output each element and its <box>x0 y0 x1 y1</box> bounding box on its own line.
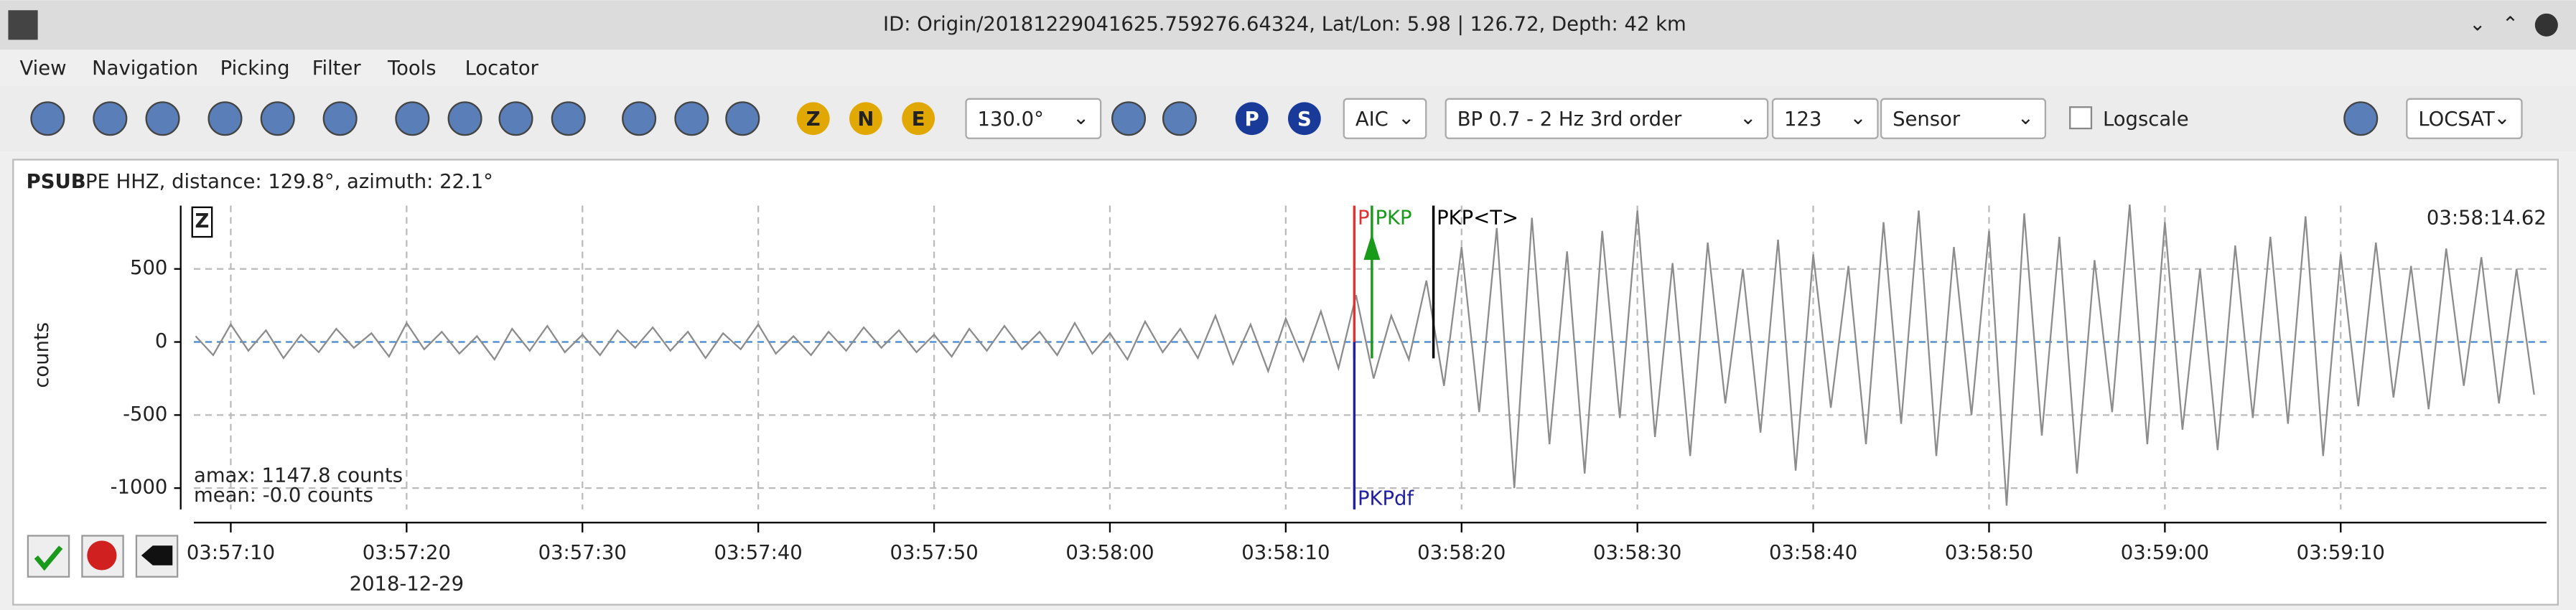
component: Z <box>195 210 210 233</box>
tool-button[interactable] <box>498 101 533 136</box>
picker-box[interactable] <box>1343 98 1427 139</box>
phase-label: S <box>1297 108 1312 131</box>
component-label: E <box>912 108 925 131</box>
cursor-time: 03:58:14.62 <box>2427 207 2547 229</box>
pick-label: PKP<T> <box>1437 207 1518 229</box>
filter-arrow: ⌄ <box>1740 107 1756 129</box>
y-tick-label: 500 <box>130 257 167 279</box>
menu-item[interactable]: Locator <box>465 57 539 80</box>
minimize[interactable]: ⌄ <box>2469 13 2486 35</box>
y-axis-label: counts <box>31 322 53 388</box>
component-button[interactable] <box>849 102 882 136</box>
angle: 130.0° <box>978 108 1044 131</box>
accept-icon <box>34 545 63 571</box>
stream-arrow: ⌄ <box>1850 107 1867 129</box>
tool-button[interactable] <box>674 101 709 136</box>
phase-button[interactable] <box>1288 102 1321 136</box>
logscale-checkbox[interactable] <box>2069 106 2093 130</box>
pick-label: PKP <box>1375 207 1411 229</box>
menu-item[interactable]: Tools <box>387 57 437 80</box>
x-tick-label: 03:57:20 <box>363 542 451 564</box>
tool-button[interactable] <box>93 101 128 136</box>
x-tick-label: 03:57:40 <box>714 542 803 564</box>
menu-item[interactable]: Navigation <box>92 57 198 80</box>
angle-arrow: ⌄ <box>1073 107 1089 129</box>
x-tick-label: 03:57:50 <box>890 542 978 564</box>
amax: amax: 1147.8 counts <box>194 465 403 487</box>
date-label: 2018-12-29 <box>350 573 464 596</box>
tool-button[interactable] <box>395 101 430 136</box>
component-button[interactable] <box>902 102 935 136</box>
component-label: Z <box>806 108 821 131</box>
menu-bar: View Navigation Picking Filter Tools Locator <box>19 57 538 80</box>
angle-box[interactable] <box>965 98 1102 139</box>
component-label: N <box>857 108 874 131</box>
x-tick-label: 03:58:00 <box>1065 542 1154 564</box>
x-tick-label: 03:58:10 <box>1241 542 1330 564</box>
locator: LOCSAT <box>2418 108 2495 131</box>
unit-arrow: ⌄ <box>2017 107 2034 129</box>
locator-arrow: ⌄ <box>2494 107 2511 129</box>
phase-label: P <box>1245 108 1259 131</box>
filter: BP 0.7 - 2 Hz 3rd order <box>1457 108 1682 131</box>
phase-button[interactable] <box>1235 102 1269 136</box>
app-icon <box>8 10 38 40</box>
y-tick-label: -500 <box>123 403 167 426</box>
menu-item[interactable]: Filter <box>312 57 362 80</box>
x-tick-label: 03:58:20 <box>1417 542 1506 564</box>
x-tick-label: 03:57:30 <box>538 542 627 564</box>
tool-button[interactable] <box>260 101 295 136</box>
component-box <box>191 206 213 238</box>
stream-box[interactable] <box>1771 98 1879 139</box>
trace-info: PE HHZ, distance: 129.8°, azimuth: 22.1° <box>85 171 493 193</box>
picker: AIC <box>1355 108 1389 131</box>
unit-box[interactable] <box>1880 98 2047 139</box>
x-tick-label: 03:57:10 <box>187 542 275 564</box>
mean: mean: -0.0 counts <box>194 484 373 507</box>
x-tick-label: 03:59:00 <box>2121 542 2209 564</box>
x-tick-label: 03:58:30 <box>1593 542 1681 564</box>
plot: 500 0 -500 -1000 03:57:10 03:57:20 03:57:30 03:… <box>31 205 2547 596</box>
pick-label: P <box>1358 207 1370 229</box>
station: PSUB <box>27 171 86 193</box>
tool-button[interactable] <box>30 101 65 136</box>
x-tick-label: 03:58:50 <box>1945 542 2033 564</box>
filter-box[interactable] <box>1445 98 1769 139</box>
window-title: ID: Origin/20181229041625.759276.64324, … <box>883 13 1686 35</box>
pick-arrow <box>1363 233 1381 261</box>
y-tick-label: -1000 <box>111 477 168 499</box>
reject-icon <box>87 540 117 571</box>
waveform <box>195 205 2535 506</box>
pick-label: PKPdf <box>1358 488 1415 510</box>
tool-button[interactable] <box>1162 101 1198 136</box>
unit: Sensor <box>1893 108 1961 131</box>
tool-button[interactable] <box>322 101 358 136</box>
picker-arrow: ⌄ <box>1398 107 1414 129</box>
toolbar: Z N E P S 130.0° ⌄ AIC ⌄ BP 0.7 - 2 Hz 3rd order ⌄… <box>0 85 2576 152</box>
tool-button[interactable] <box>622 101 657 136</box>
close[interactable] <box>2534 13 2558 37</box>
locator-box[interactable] <box>2406 98 2523 139</box>
x-tick-label: 03:58:40 <box>1769 542 1857 564</box>
tool-button[interactable] <box>725 101 760 136</box>
tool-button[interactable] <box>2343 101 2379 136</box>
tool-button[interactable] <box>551 101 586 136</box>
stream: 123 <box>1784 108 1821 131</box>
menu-item[interactable]: Picking <box>220 57 290 80</box>
tool-button[interactable] <box>447 101 482 136</box>
accept-button[interactable] <box>27 535 70 578</box>
x-tick-label: 03:59:10 <box>2297 542 2385 564</box>
tool-button[interactable] <box>145 101 180 136</box>
maximize[interactable]: ⌃ <box>2502 13 2519 35</box>
title-bar <box>0 0 2576 50</box>
y-tick-label: 0 <box>155 330 167 352</box>
clear-icon <box>141 545 173 566</box>
component-button[interactable] <box>796 102 830 136</box>
menu-item[interactable]: View <box>19 57 66 80</box>
logscale-label: Logscale <box>2103 108 2189 131</box>
tool-button[interactable] <box>207 101 243 136</box>
tool-button[interactable] <box>1111 101 1147 136</box>
